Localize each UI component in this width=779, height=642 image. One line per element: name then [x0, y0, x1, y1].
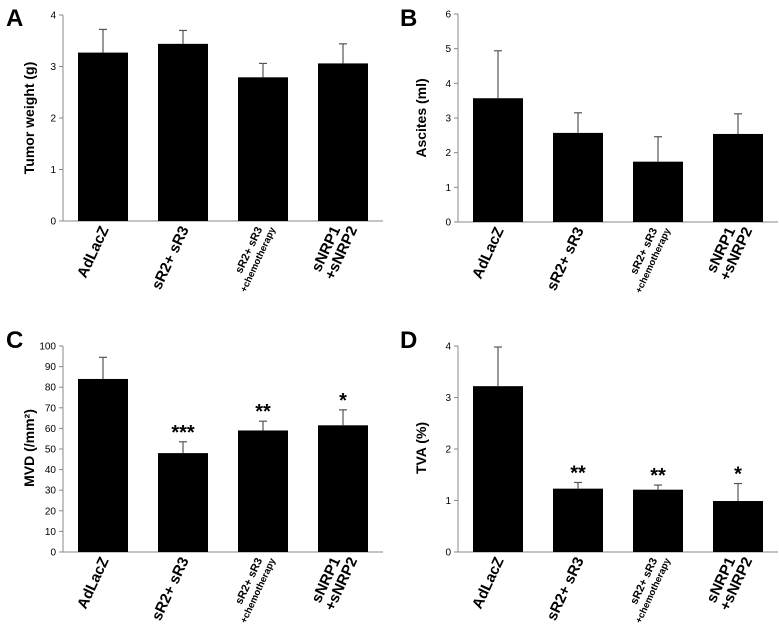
category-labels: AdLacZ sR2+ sR3 sR2+ sR3+chemotherapy sNRP1… — [469, 225, 756, 296]
bar — [553, 132, 603, 222]
y-tick-label: 10 — [45, 527, 57, 538]
bar — [318, 425, 368, 552]
category-label: sR2+ sR3 — [543, 555, 587, 624]
category-label: AdLacZ — [74, 224, 113, 281]
significance-mark: *** — [171, 422, 195, 444]
significance-mark: ** — [255, 401, 271, 423]
y-tick-label: 60 — [45, 424, 57, 435]
y-tick-label: 0 — [445, 218, 451, 229]
y-tick-label: 2 — [445, 148, 451, 159]
y-axis-label: TVA (%) — [413, 422, 429, 474]
y-tick-label: 0 — [50, 217, 56, 228]
significance-marks: ****** — [171, 390, 347, 444]
bars — [473, 346, 763, 552]
category-label: sR2+ sR3 — [543, 225, 587, 294]
y-tick-label: 30 — [45, 486, 57, 497]
y-tick-label: 5 — [445, 44, 451, 55]
bar — [238, 77, 288, 221]
y-tick-label: 80 — [45, 383, 57, 394]
bar — [78, 378, 128, 552]
bar — [633, 489, 683, 552]
panel-letter-a: A — [6, 5, 23, 32]
bar — [553, 488, 603, 552]
y-tick-label: 4 — [445, 342, 451, 353]
y-axis-label: Ascites (ml) — [413, 78, 429, 157]
y-tick-label: 6 — [445, 10, 451, 21]
y-tick-label: 0 — [50, 548, 56, 559]
y-tick-label: 2 — [50, 114, 56, 125]
y-tick-label: 3 — [445, 393, 451, 404]
significance-mark: * — [339, 390, 347, 412]
y-tick-label: 1 — [445, 183, 451, 194]
y-tick-label: 2 — [445, 445, 451, 456]
bar — [713, 133, 763, 222]
panel-letter-b: B — [400, 5, 417, 32]
y-tick-label: 50 — [45, 445, 57, 456]
y-tick-label: 4 — [50, 11, 56, 22]
bars — [78, 356, 368, 552]
bar — [158, 43, 208, 222]
y-tick-label: 20 — [45, 506, 57, 517]
category-labels: AdLacZ sR2+ sR3 sR2+ sR3+chemotherapy sNRP1… — [74, 555, 361, 626]
y-tick-label: 90 — [45, 362, 57, 373]
significance-mark: * — [734, 464, 742, 486]
significance-mark: ** — [570, 462, 586, 484]
panel-letter-d: D — [400, 327, 417, 354]
bar — [318, 63, 368, 221]
y-tick-label: 0 — [445, 548, 451, 559]
y-tick-label: 100 — [39, 342, 56, 353]
y-tick-label: 1 — [50, 165, 56, 176]
category-label: AdLacZ — [469, 555, 508, 612]
y-tick-label: 4 — [445, 79, 451, 90]
category-label: AdLacZ — [469, 225, 508, 282]
y-tick-label: 3 — [445, 114, 451, 125]
bar — [713, 501, 763, 552]
bar — [473, 98, 523, 222]
category-labels: AdLacZ sR2+ sR3 sR2+ sR3+chemotherapy sNRP1… — [74, 224, 361, 295]
y-axis-label: Tumor weight (g) — [21, 62, 37, 175]
category-labels: AdLacZ sR2+ sR3 sR2+ sR3+chemotherapy sNRP1… — [469, 555, 756, 626]
y-axis-label: MVD (/mm²) — [21, 409, 37, 487]
bar — [78, 52, 128, 221]
category-label: AdLacZ — [74, 555, 113, 612]
panel-c: C MVD (/mm²) 0 10 20 30 40 50 60 70 80 90 100 AdLa… — [6, 327, 383, 625]
bar — [238, 430, 288, 552]
bar — [158, 453, 208, 552]
y-tick-label: 3 — [50, 62, 56, 73]
bar — [473, 386, 523, 552]
bars — [473, 50, 763, 222]
y-tick-label: 1 — [445, 496, 451, 507]
category-label: sR2+ sR3 — [148, 224, 192, 293]
category-label: sR2+ sR3 — [148, 555, 192, 624]
significance-mark: ** — [650, 465, 666, 487]
y-tick-label: 40 — [45, 465, 57, 476]
significance-marks: ** ** * — [570, 462, 742, 487]
panel-letter-c: C — [6, 327, 23, 354]
bar — [633, 161, 683, 222]
bars — [78, 28, 368, 222]
y-tick-label: 70 — [45, 403, 57, 414]
